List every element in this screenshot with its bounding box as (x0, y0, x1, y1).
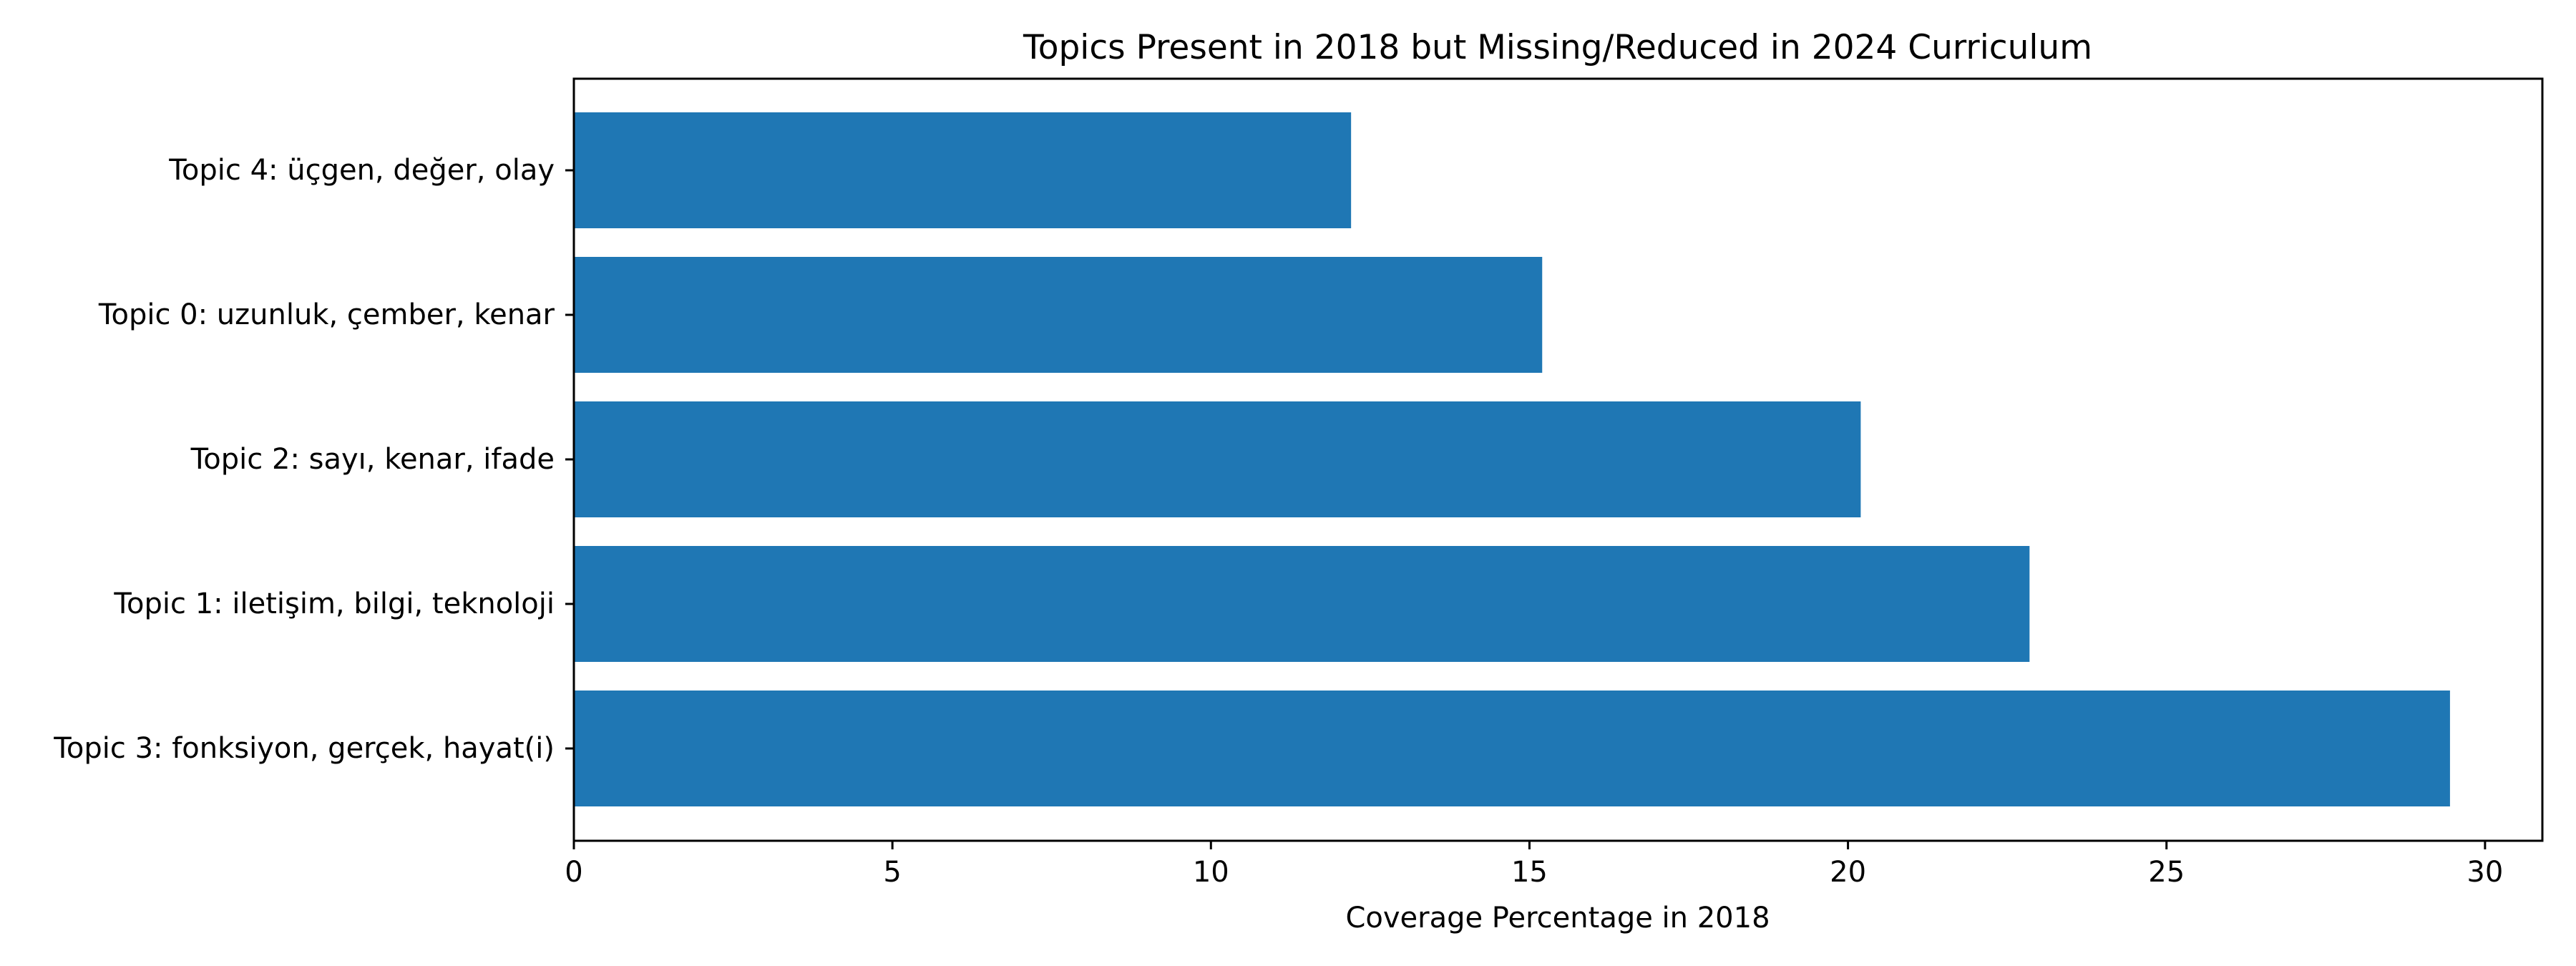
x-tick-label-5: 25 (2148, 856, 2185, 889)
bar-4 (574, 691, 2450, 806)
y-tick-label-1: Topic 0: uzunluk, çember, kenar (98, 298, 555, 331)
y-tick-label-4: Topic 3: fonksiyon, gerçek, hayat(i) (53, 732, 555, 765)
x-axis-label: Coverage Percentage in 2018 (1345, 902, 1770, 935)
bar-1 (574, 257, 1543, 373)
x-tick-label-2: 10 (1193, 856, 1229, 889)
bar-3 (574, 546, 2030, 662)
x-tick-label-6: 30 (2467, 856, 2503, 889)
x-tick-label-0: 0 (565, 856, 582, 889)
x-tick-label-1: 5 (883, 856, 901, 889)
chart-title: Topics Present in 2018 but Missing/Reduc… (1023, 28, 2092, 67)
y-tick-label-2: Topic 2: sayı, kenar, ifade (190, 443, 555, 476)
y-tick-label-0: Topic 4: üçgen, değer, olay (168, 154, 555, 187)
x-tick-label-4: 20 (1830, 856, 1866, 889)
y-tick-label-3: Topic 1: iletişim, bilgi, teknoloji (113, 587, 555, 620)
x-tick-label-3: 15 (1511, 856, 1548, 889)
y-axis-ticks: Topic 4: üçgen, değer, olay Topic 0: uzun… (53, 154, 574, 765)
x-axis-ticks: 0 5 10 15 20 25 30 (565, 841, 2503, 889)
bar-2 (574, 401, 1861, 517)
plot-frame (572, 77, 2544, 842)
bars-layer (574, 112, 2450, 806)
bar-0 (574, 112, 1352, 228)
